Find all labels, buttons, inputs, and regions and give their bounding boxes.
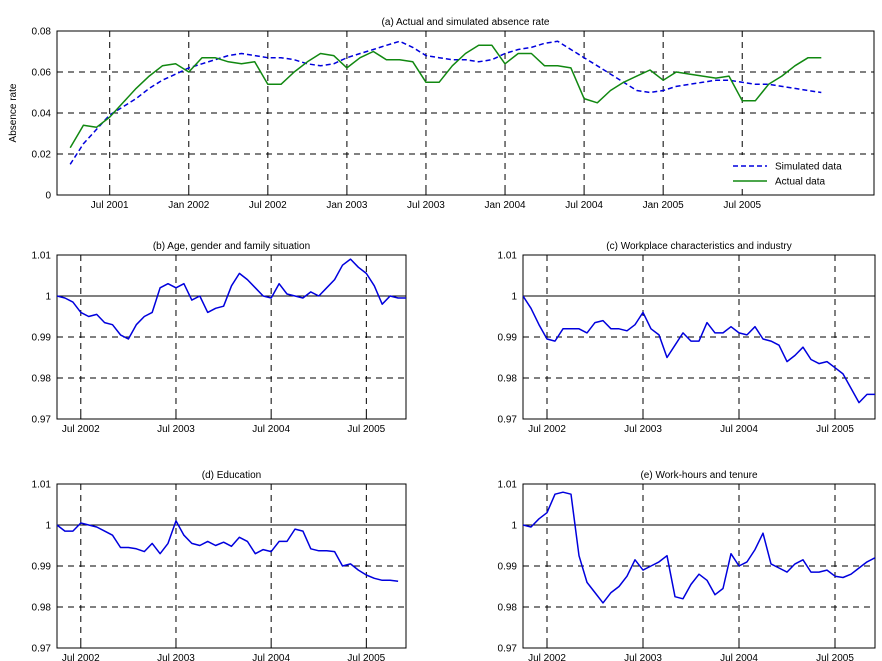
panel-e-ytick-label: 0.97 <box>498 644 518 655</box>
panel-a-ytick-label: 0 <box>45 191 51 202</box>
panel-c-ytick-label: 1 <box>511 292 517 303</box>
panel-b-ytick-label: 0.98 <box>32 374 52 385</box>
panel-c-title: (c) Workplace characteristics and indust… <box>606 241 791 252</box>
panel-e-xtick-label: Jul 2002 <box>528 653 566 661</box>
panel-b: 0.97 0.98 0.99 1 1.01 Jul 2002 Jul 2003 Jul 200… <box>32 241 407 435</box>
panel-b-title: (b) Age, gender and family situation <box>153 241 310 252</box>
panel-e-xtick-label: Jul 2003 <box>624 653 662 661</box>
panel-a-ytick-label: 0.06 <box>32 68 52 79</box>
panel-e-ytick-label: 0.99 <box>498 562 518 573</box>
panel-a-xtick-label: Jan 2004 <box>484 200 526 211</box>
legend-label-2: Actual data <box>775 177 825 188</box>
panel-b-series-line-1 <box>57 258 406 340</box>
panel-c-series-line-1 <box>523 295 875 404</box>
panel-a-ytick-label: 0.02 <box>32 150 52 161</box>
panel-c-ytick-label: 0.98 <box>498 374 518 385</box>
panel-c-xtick-label: Jul 2005 <box>816 424 854 435</box>
panel-a-xtick-label: Jan 2005 <box>643 200 685 211</box>
panel-d-ytick-label: 0.97 <box>32 644 52 655</box>
panel-d-title: (d) Education <box>202 470 261 481</box>
legend-box <box>727 155 868 189</box>
panel-d: 0.97 0.98 0.99 1 1.01 Jul 2002 Jul 2003 Jul 200… <box>32 470 407 661</box>
panel-d-ytick-label: 1.01 <box>32 480 52 491</box>
panel-a-xtick-label: Jul 2004 <box>565 200 603 211</box>
panel-d-series-line-1 <box>57 520 399 582</box>
panel-c-ytick-label: 0.99 <box>498 333 518 344</box>
panel-b-xtick-label: Jul 2002 <box>62 424 100 435</box>
panel-a-xtick-label: Jul 2005 <box>723 200 761 211</box>
panel-c: 0.97 0.98 0.99 1 1.01 Jul 2002 Jul 2003 Jul 200… <box>498 241 876 435</box>
panel-d-xtick-label: Jul 2002 <box>62 653 100 661</box>
panel-b-ytick-label: 0.99 <box>32 333 52 344</box>
panel-a-ytick-label: 0.04 <box>32 109 52 120</box>
panel-a-ylabel: Absence rate <box>8 83 19 142</box>
panel-a-xtick-label: Jan 2002 <box>168 200 210 211</box>
panel-c-xtick-label: Jul 2002 <box>528 424 566 435</box>
panel-b-xtick-label: Jul 2003 <box>157 424 195 435</box>
panel-a: 0 0.02 0.04 0.06 0.08 Jul 2001 Jan 2002 Jul 200… <box>8 17 875 211</box>
panel-e-title: (e) Work-hours and tenure <box>640 470 758 481</box>
panel-a-series-line-2 <box>69 44 822 149</box>
panel-a-legend: Simulated data Actual data <box>727 155 868 189</box>
panel-e-ytick-label: 1 <box>511 521 517 532</box>
panel-a-ytick-label: 0.08 <box>32 27 52 38</box>
panel-c-xtick-label: Jul 2004 <box>720 424 758 435</box>
panel-b-ytick-label: 1.01 <box>32 251 52 262</box>
panel-d-ytick-label: 0.99 <box>32 562 52 573</box>
chart-panels: 0 0.02 0.04 0.06 0.08 Jul 2001 Jan 2002 Jul 200… <box>8 17 876 661</box>
panel-b-ytick-label: 1 <box>45 292 51 303</box>
panel-d-ytick-label: 0.98 <box>32 603 52 614</box>
panel-e-ytick-label: 1.01 <box>498 480 518 491</box>
panel-c-xtick-label: Jul 2003 <box>624 424 662 435</box>
panel-d-xtick-label: Jul 2004 <box>252 653 290 661</box>
legend-label-1: Simulated data <box>775 162 842 173</box>
panel-a-xtick-label: Jan 2003 <box>326 200 368 211</box>
panel-a-xtick-label: Jul 2001 <box>91 200 129 211</box>
panel-c-ytick-label: 1.01 <box>498 251 518 262</box>
panel-b-xtick-label: Jul 2005 <box>347 424 385 435</box>
panel-b-axes <box>56 254 407 420</box>
panel-e-series-line-1 <box>523 491 875 604</box>
panel-b-xtick-label: Jul 2004 <box>252 424 290 435</box>
panel-d-ytick-label: 1 <box>45 521 51 532</box>
panel-e-xtick-label: Jul 2004 <box>720 653 758 661</box>
panel-e-xtick-label: Jul 2005 <box>816 653 854 661</box>
panel-d-xtick-label: Jul 2003 <box>157 653 195 661</box>
panel-b-ytick-label: 0.97 <box>32 415 52 426</box>
panel-c-ytick-label: 0.97 <box>498 415 518 426</box>
panel-a-xtick-label: Jul 2003 <box>407 200 445 211</box>
panel-e: 0.97 0.98 0.99 1 1.01 Jul 2002 Jul 2003 Jul 200… <box>498 470 876 661</box>
panel-a-xtick-label: Jul 2002 <box>249 200 287 211</box>
panel-a-title: (a) Actual and simulated absence rate <box>382 17 550 28</box>
panel-e-ytick-label: 0.98 <box>498 603 518 614</box>
panel-d-xtick-label: Jul 2005 <box>347 653 385 661</box>
